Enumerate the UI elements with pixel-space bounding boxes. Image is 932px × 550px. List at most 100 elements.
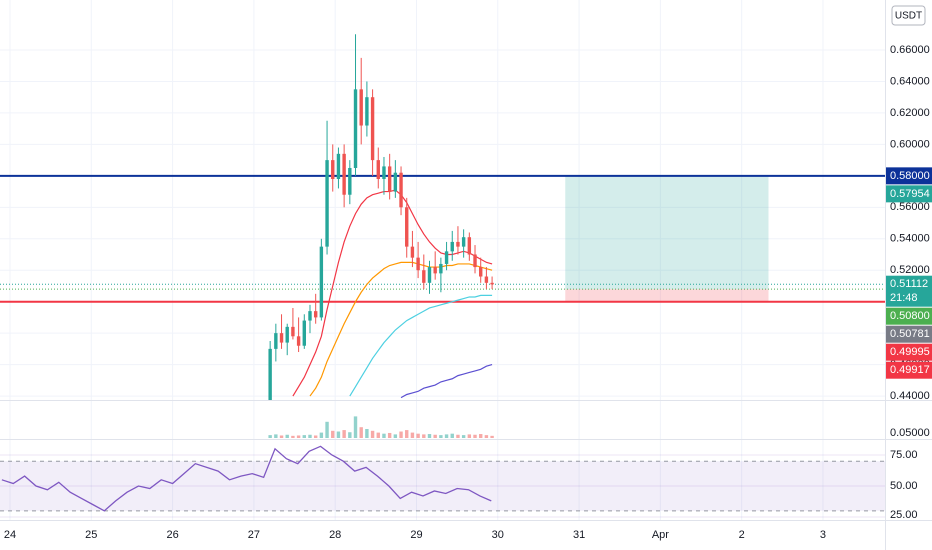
x-tick-label: 3: [820, 529, 826, 541]
candle-body: [461, 237, 466, 247]
x-tick-label: Apr: [652, 529, 669, 541]
candle-body: [302, 320, 306, 346]
price-label-bg: [886, 343, 932, 361]
moving-average: [349, 294, 493, 397]
price-label-bg: [886, 185, 932, 203]
candle-body: [422, 270, 426, 283]
pane: [268, 416, 494, 438]
volume-bar: [342, 430, 346, 438]
candle-body: [279, 333, 284, 343]
rsi-tick-label: 75.00: [890, 449, 918, 461]
volume-bar: [479, 434, 483, 438]
volume-bar: [268, 435, 272, 438]
x-tick-label: 27: [248, 529, 260, 541]
volume-bar: [359, 427, 363, 438]
candle-body: [308, 311, 312, 321]
price-label-bg: [886, 307, 932, 325]
volume-bar: [405, 430, 409, 438]
rsi-line: [1, 445, 492, 512]
volume-bar: [461, 435, 466, 438]
x-tick-label: 31: [573, 529, 585, 541]
volume-bar: [439, 435, 443, 438]
price-label-bg: [886, 275, 932, 307]
volume-bar: [484, 435, 489, 438]
x-tick-label: 28: [329, 529, 341, 541]
candle-body: [416, 257, 420, 271]
currency-badge: [891, 5, 926, 26]
moving-average: [309, 261, 493, 397]
candle-body: [484, 276, 489, 283]
candle-body: [296, 336, 301, 346]
volume-bar: [279, 435, 284, 438]
candle-body: [274, 333, 278, 349]
y-tick-label: 0.66000: [890, 44, 930, 56]
volume-bar: [370, 430, 375, 438]
volume-bar: [296, 435, 301, 438]
candle-body: [342, 153, 346, 195]
volume-bar: [427, 434, 432, 438]
price-label-bg: [886, 325, 932, 343]
volume-bar: [336, 431, 341, 438]
candle-body: [365, 97, 369, 126]
candle-body: [285, 326, 289, 343]
candle-body: [359, 89, 363, 126]
x-tick-label: 26: [166, 529, 178, 541]
candle-body: [467, 237, 472, 255]
volume-bar: [422, 434, 426, 438]
volume-bar: [325, 421, 329, 438]
candle-body: [370, 97, 375, 161]
rsi-tick-label: 25.00: [890, 509, 918, 521]
x-tick-label: 30: [492, 529, 504, 541]
volume-bar: [444, 434, 449, 438]
volume-bar: [467, 434, 472, 438]
candle-body: [439, 263, 443, 274]
y-tick-label: 0.62000: [890, 107, 930, 119]
pane: [0, 445, 885, 518]
candle-body: [313, 311, 318, 318]
volume-bar: [473, 434, 477, 438]
volume-bar: [416, 433, 420, 438]
currency-label: USDT: [895, 11, 922, 22]
x-tick-label: 24: [4, 529, 16, 541]
price-label-bg: [886, 167, 932, 185]
volume-bar: [376, 432, 380, 438]
rsi-band: [0, 461, 885, 511]
candle-body: [336, 153, 341, 180]
volume-bar: [348, 432, 352, 438]
x-tick-label: 25: [85, 529, 97, 541]
candle-body: [450, 241, 454, 252]
volume-bar: [387, 432, 392, 438]
candle-body: [410, 246, 415, 258]
y-tick-label: 0.60000: [890, 138, 930, 150]
volume-bar: [410, 432, 415, 438]
price-label: 0.51112: [890, 278, 928, 290]
candle-body: [393, 172, 398, 192]
volume-bar: [490, 435, 494, 438]
volume-bar: [393, 434, 398, 438]
candle-body: [473, 254, 477, 268]
candle-body: [382, 166, 386, 180]
y-tick-label: 0.54000: [890, 233, 930, 245]
volume-bar: [285, 434, 289, 438]
volume-bar: [291, 435, 295, 438]
x-tick-label: 29: [410, 529, 422, 541]
volume-bar: [382, 433, 386, 438]
volume-bar: [308, 434, 312, 438]
countdown-label: 21:48: [890, 292, 918, 304]
moving-average: [292, 189, 493, 397]
price-label: 0.49995: [890, 346, 930, 358]
candle-body: [456, 241, 460, 247]
volume-axis-label: 0.05000: [890, 427, 930, 439]
volume-bar: [319, 432, 324, 438]
volume-bar: [365, 429, 369, 438]
candle-body: [399, 172, 403, 208]
candle-body: [348, 167, 352, 195]
candle-body: [331, 160, 335, 180]
volume-bar: [450, 433, 454, 438]
candle-body: [291, 326, 295, 337]
candle-body: [325, 160, 329, 247]
volume-bar: [456, 434, 460, 438]
price-label: 0.57954: [890, 188, 930, 200]
